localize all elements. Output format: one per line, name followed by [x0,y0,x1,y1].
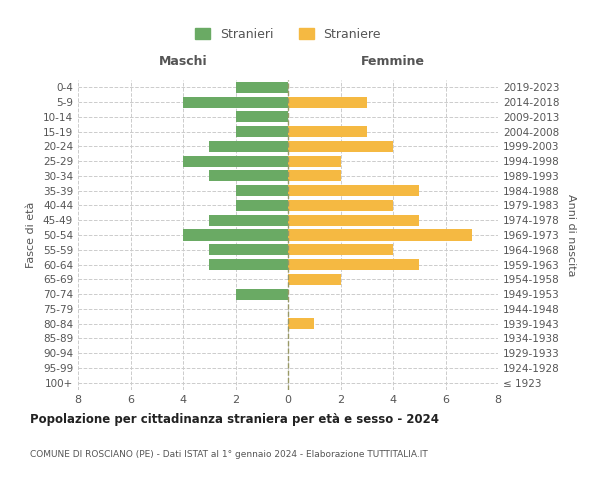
Y-axis label: Anni di nascita: Anni di nascita [566,194,576,276]
Bar [183,156,288,166]
Bar [235,200,288,211]
Bar [288,244,393,256]
Bar [209,141,288,152]
Bar [288,214,419,226]
Bar [288,200,393,211]
Text: COMUNE DI ROSCIANO (PE) - Dati ISTAT al 1° gennaio 2024 - Elaborazione TUTTITALI: COMUNE DI ROSCIANO (PE) - Dati ISTAT al … [30,450,428,459]
Bar [288,318,314,329]
Bar [235,185,288,196]
Bar [235,126,288,137]
Bar [209,244,288,256]
Bar [235,82,288,93]
Bar [209,214,288,226]
Text: Popolazione per cittadinanza straniera per età e sesso - 2024: Popolazione per cittadinanza straniera p… [30,412,439,426]
Bar [209,259,288,270]
Text: Maschi: Maschi [158,54,208,68]
Bar [235,288,288,300]
Bar [288,259,419,270]
Bar [183,230,288,240]
Bar [288,156,341,166]
Bar [288,141,393,152]
Bar [288,126,367,137]
Y-axis label: Fasce di età: Fasce di età [26,202,36,268]
Bar [288,185,419,196]
Bar [235,112,288,122]
Legend: Stranieri, Straniere: Stranieri, Straniere [191,24,385,45]
Bar [209,170,288,181]
Text: Femmine: Femmine [361,54,425,68]
Bar [288,96,367,108]
Bar [288,170,341,181]
Bar [183,96,288,108]
Bar [288,230,472,240]
Bar [288,274,341,285]
